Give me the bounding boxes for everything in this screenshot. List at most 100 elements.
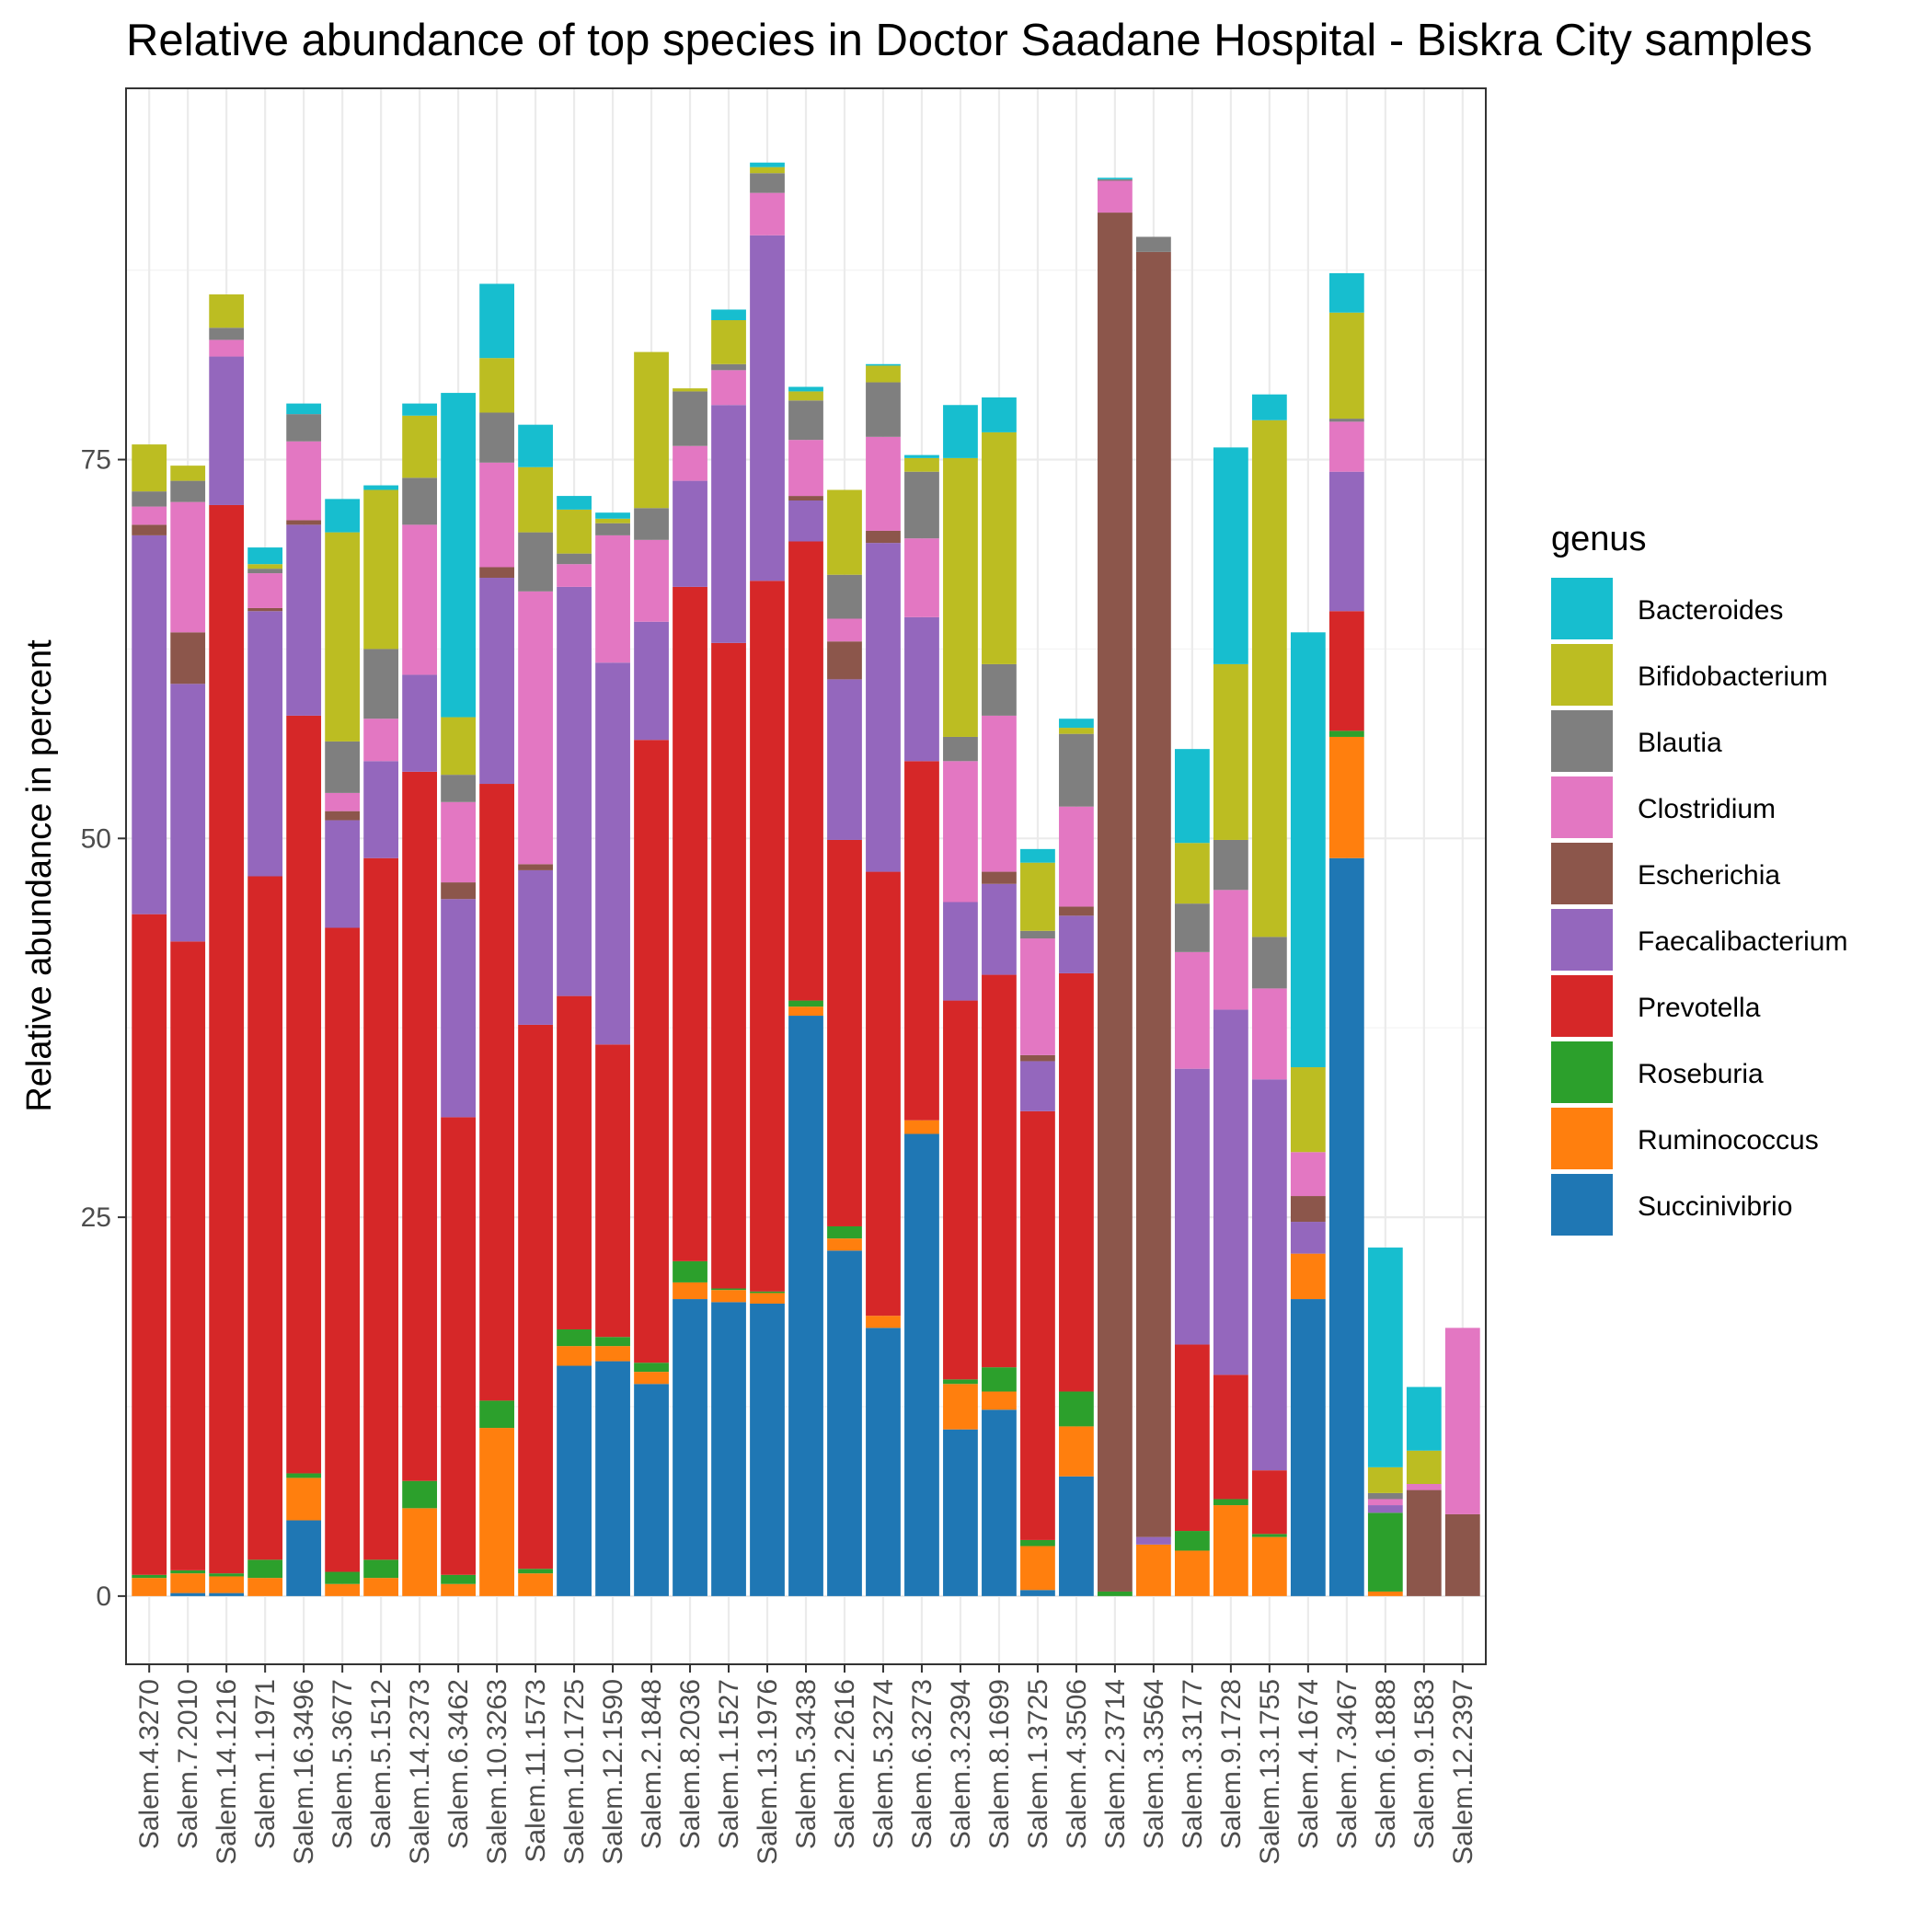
bar-segment	[1059, 906, 1094, 916]
bar-segment	[711, 1290, 746, 1303]
bar-segment	[247, 564, 283, 569]
x-tick-label: Salem.14.2373	[405, 1679, 435, 1865]
bar-segment	[904, 538, 939, 617]
bar-segment	[904, 1120, 939, 1134]
bar-segment	[170, 632, 206, 684]
bar-segment	[557, 553, 592, 565]
bar-segment	[286, 1478, 322, 1521]
legend-swatch	[1551, 975, 1613, 1037]
bar-segment	[557, 496, 592, 510]
bar-segment	[363, 761, 399, 858]
bar-segment	[1213, 1009, 1248, 1375]
bar-segment	[1251, 937, 1287, 989]
bar-segment	[1059, 1476, 1094, 1596]
bar-segment	[866, 436, 901, 531]
bar-segment	[827, 489, 862, 575]
bar-segment	[595, 1337, 630, 1347]
bar-segment	[982, 663, 1017, 716]
legend-title: genus	[1551, 520, 1647, 558]
bar-segment	[673, 480, 707, 587]
bar-segment	[866, 1328, 901, 1596]
bar-segment	[1098, 213, 1133, 1592]
bar-segment	[132, 535, 167, 914]
bar-segment	[1251, 988, 1287, 1080]
bar-segment	[247, 547, 283, 565]
bar-segment	[518, 864, 553, 870]
bar-segment	[1251, 1470, 1287, 1535]
bar-segment	[132, 444, 167, 492]
legend: genus Bacteroides Bifidobacterium Blautia C…	[1551, 520, 1847, 1236]
bar-segment	[943, 902, 978, 1001]
bar-segment	[1251, 1534, 1287, 1537]
y-tick-label: 0	[96, 1581, 111, 1612]
bar-segment	[595, 512, 630, 519]
bar-segment	[595, 1044, 630, 1338]
bar-segment	[866, 363, 901, 366]
bar-segment	[209, 356, 245, 505]
legend-swatch	[1551, 843, 1613, 904]
bar-segment	[1444, 1328, 1480, 1514]
bar-segment	[788, 500, 823, 542]
bar-segment	[1290, 1152, 1326, 1197]
bar-segment	[1328, 857, 1364, 1596]
bar-segment	[518, 1569, 553, 1574]
x-tick-label: Salem.8.1699	[984, 1679, 1015, 1849]
bar-segment	[132, 1574, 167, 1579]
bar-segment	[557, 1328, 592, 1347]
bar-segment	[402, 1480, 438, 1509]
x-tick-label: Salem.3.3564	[1139, 1679, 1169, 1849]
bar-segment	[1328, 730, 1364, 737]
bar-segment	[673, 388, 707, 392]
bar-segment	[1328, 736, 1364, 858]
bar-segment	[1406, 1386, 1442, 1451]
bar-segment	[866, 543, 901, 872]
bar-segment	[1213, 890, 1248, 1010]
bar-segment	[1136, 236, 1171, 252]
bar-segment	[982, 1409, 1017, 1596]
x-tick-label: Salem.16.3496	[289, 1679, 319, 1865]
bar-segment	[904, 454, 939, 458]
bar-segment	[711, 642, 746, 1289]
x-tick-label: Salem.5.1512	[366, 1679, 397, 1849]
legend-swatch	[1551, 776, 1613, 838]
bar-segment	[595, 662, 630, 1045]
bar-segment	[325, 532, 361, 742]
bar-segment	[1059, 1391, 1094, 1427]
legend-label: Succinivibrio	[1638, 1191, 1792, 1222]
x-tick-label: Salem.11.1573	[521, 1679, 551, 1863]
x-tick-label: Salem.10.3263	[482, 1679, 512, 1865]
bar-segment	[170, 1593, 206, 1596]
x-tick-label: Salem.13.1755	[1255, 1679, 1285, 1865]
bar-segment	[1020, 862, 1055, 931]
bar-segment	[943, 1000, 978, 1380]
bar-segment	[943, 1429, 978, 1596]
bar-segment	[441, 775, 476, 802]
bar-segment	[1406, 1450, 1442, 1484]
bar-segment	[325, 811, 361, 821]
bar-segment	[1290, 1196, 1326, 1223]
bar-segment	[1367, 1466, 1403, 1493]
x-tick-label: Salem.13.1976	[753, 1679, 783, 1865]
bar-segment	[943, 736, 978, 762]
bar-segment	[634, 539, 669, 622]
bar-segment	[750, 1291, 785, 1294]
x-tick-label: Salem.2.3714	[1100, 1679, 1131, 1849]
x-tick-label: Salem.4.3270	[134, 1679, 165, 1849]
bar-segment	[441, 882, 476, 900]
bar-segment	[1020, 1110, 1055, 1540]
bar-segment	[132, 506, 167, 525]
x-tick-label: Salem.2.1848	[637, 1679, 667, 1849]
bar-segment	[402, 403, 438, 416]
legend-label: Prevotella	[1638, 993, 1761, 1023]
bar-segment	[518, 1024, 553, 1570]
bar-segment	[634, 740, 669, 1363]
bar-segment	[209, 328, 245, 340]
bar-segment	[325, 1571, 361, 1584]
x-tick-label: Salem.5.3274	[868, 1679, 899, 1849]
bar-segment	[1251, 394, 1287, 420]
bar-segment	[1174, 1531, 1210, 1551]
y-tick-label: 25	[81, 1202, 111, 1233]
bar-segment	[1174, 1068, 1210, 1345]
bar-segment	[634, 621, 669, 741]
bar-segment	[1367, 1492, 1403, 1500]
